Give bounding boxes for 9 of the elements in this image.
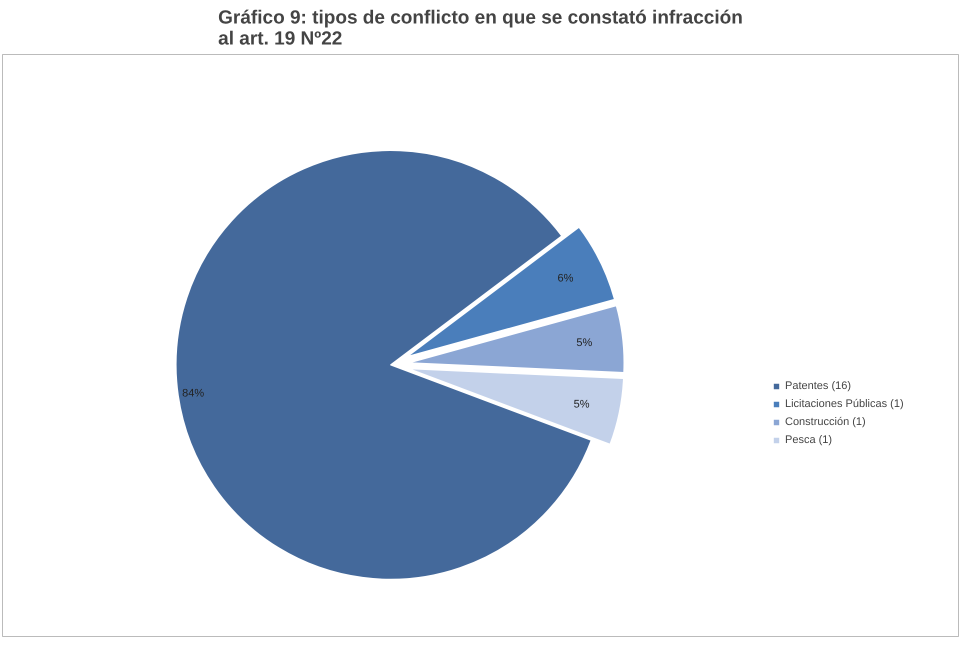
data-label: 5%: [576, 337, 592, 350]
legend-label: Construcción (1): [785, 416, 866, 428]
data-label: 5%: [574, 398, 590, 410]
legend-label: Patentes (16): [785, 380, 852, 392]
chart-title: Gráfico 9: tipos de conflicto en que se constató infracción al art. 19 Nº22: [218, 8, 743, 50]
data-label: 84%: [182, 387, 204, 400]
legend-label: Pesca (1): [785, 434, 832, 446]
legend-label: Licitaciones Públicas (1): [785, 398, 904, 410]
data-label: 6%: [558, 272, 574, 284]
